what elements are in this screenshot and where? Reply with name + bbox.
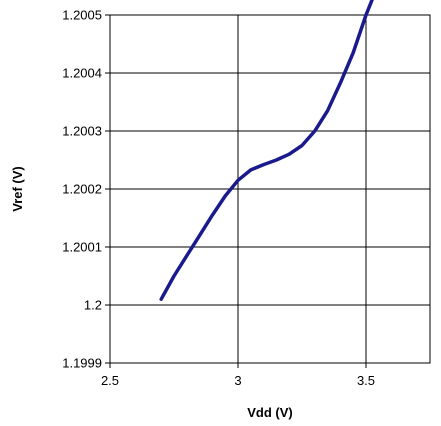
y-axis-title: Vref (V) (10, 166, 25, 212)
series-line (159, 0, 374, 301)
y-axis: 1.1999 1.2 1.2001 1.2002 1.2003 1.2004 1.2005 (62, 8, 110, 371)
y-tick-label: 1.1999 (62, 356, 102, 371)
x-tick-label: 2.5 (101, 373, 119, 388)
y-tick-label: 1.2001 (62, 240, 102, 255)
x-tick-label: 3.5 (357, 373, 375, 388)
x-axis-title: Vdd (V) (247, 405, 293, 420)
y-tick-label: 1.2004 (62, 66, 102, 81)
y-tick-label: 1.2005 (62, 8, 102, 23)
x-tick-label: 3 (234, 373, 241, 388)
x-axis: 2.5 3 3.5 (101, 363, 375, 388)
series-group (159, 0, 374, 301)
y-tick-label: 1.2002 (62, 182, 102, 197)
y-tick-label: 1.2003 (62, 124, 102, 139)
y-tick-label: 1.2 (84, 298, 102, 313)
